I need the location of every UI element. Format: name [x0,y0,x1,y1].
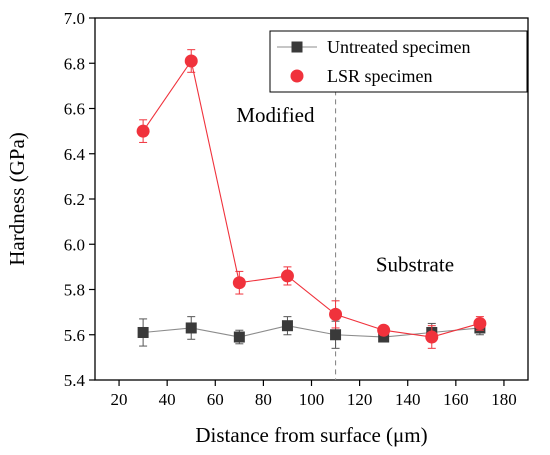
data-point-square [233,331,245,343]
x-tick-label: 60 [207,390,224,409]
axes-group: 20 40 60 80 100 120 140 160 180 5.4 5.6 5.8 6.0 6.2 6.… [64,9,529,409]
x-tick-label: 140 [395,390,421,409]
data-point-square [185,322,197,334]
x-axis-title: Distance from surface (μm) [195,423,427,447]
y-tick-label: 5.4 [64,371,86,390]
annotation-label: Substrate [376,252,454,276]
data-point-circle [473,316,487,330]
annotations-group: Modified Substrate [236,103,454,276]
x-tick-label: 180 [491,390,517,409]
series-line-1 [143,325,480,338]
data-point-circle [280,269,294,283]
y-tick-label: 6.4 [64,145,86,164]
y-tick-label: 7.0 [64,9,85,28]
y-tick-label: 5.8 [64,281,85,300]
data-point-square [281,320,293,332]
data-point-circle [377,323,391,337]
data-point-circle [232,276,246,290]
data-point-square [330,329,342,341]
x-tick-label: 120 [347,390,373,409]
y-tick-label: 5.6 [64,326,85,345]
x-tick-label: 160 [443,390,469,409]
y-tick-label: 6.6 [64,100,85,119]
legend-label-lsr: LSR specimen [327,66,433,86]
x-tick-label: 40 [159,390,176,409]
y-tick-label: 6.8 [64,54,85,73]
legend-marker-lsr [290,69,304,83]
legend-marker-untreated [291,41,303,53]
x-tick-label: 80 [255,390,272,409]
legend: Untreated specimen LSR specimen [269,30,528,93]
data-point-square [378,331,390,343]
series-group [136,49,487,349]
y-tick-label: 6.2 [64,190,85,209]
legend-label-untreated: Untreated specimen [327,37,470,57]
data-point-circle [329,307,343,321]
legend-box [269,30,528,93]
data-point-circle [184,54,198,68]
annotation-label: Modified [236,103,315,127]
data-point-circle [136,124,150,138]
x-tick-label: 20 [111,390,128,409]
data-point-square [137,326,149,338]
x-tick-label: 100 [299,390,325,409]
y-axis-title: Hardness (GPa) [5,132,29,266]
series-line-2 [142,59,481,338]
y-tick-label: 6.0 [64,235,85,254]
data-point-circle [425,330,439,344]
